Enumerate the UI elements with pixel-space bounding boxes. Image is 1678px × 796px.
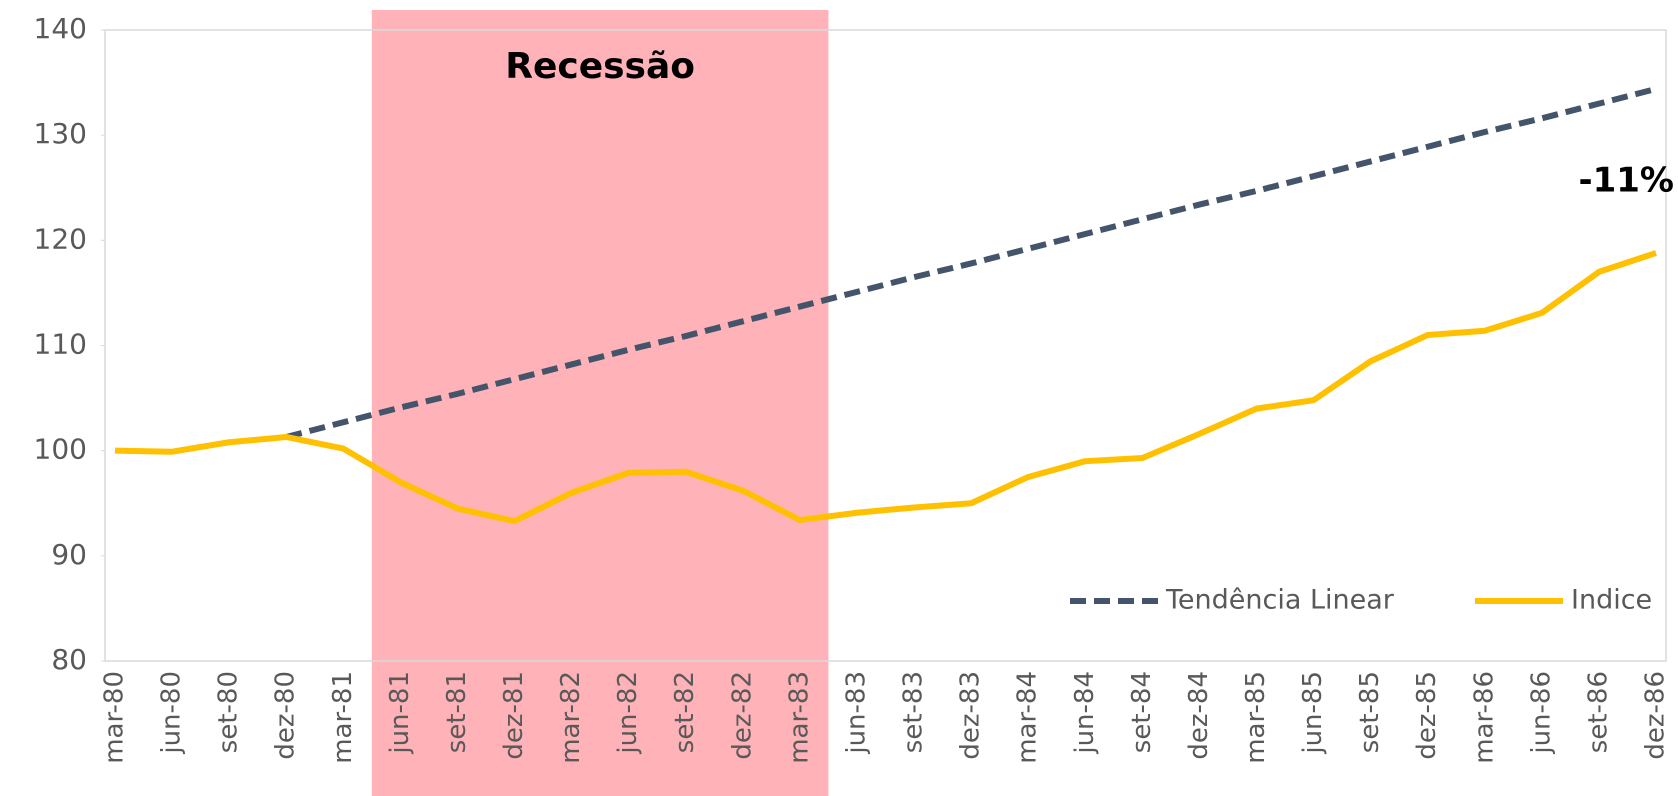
x-tick-label: jun-82 xyxy=(613,671,643,755)
x-tick-label: mar-85 xyxy=(1241,671,1271,764)
x-tick-label: set-82 xyxy=(670,671,700,753)
x-tick-label: jun-81 xyxy=(385,671,415,755)
x-tick-label: jun-80 xyxy=(157,671,187,755)
series-line xyxy=(285,85,1657,440)
x-tick-label: jun-84 xyxy=(1070,671,1100,755)
shaded-region xyxy=(371,10,829,796)
x-tick-label: mar-83 xyxy=(784,671,814,764)
annotation: -11% xyxy=(1579,161,1675,201)
x-tick-label: dez-86 xyxy=(1641,671,1671,760)
x-tick-label: dez-82 xyxy=(727,671,757,760)
x-tick-label: jun-86 xyxy=(1526,671,1556,755)
x-tick-label: jun-85 xyxy=(1298,671,1328,755)
x-tick-label: set-84 xyxy=(1127,671,1157,753)
y-tick-label: 80 xyxy=(51,643,87,676)
x-tick-label: set-80 xyxy=(214,671,244,753)
x-tick-label: set-83 xyxy=(899,671,929,753)
y-tick-label: 100 xyxy=(34,433,87,466)
x-tick-label: dez-80 xyxy=(271,671,301,760)
x-tick-label: mar-84 xyxy=(1013,671,1043,764)
plot-border xyxy=(104,29,1667,662)
x-tick-label: dez-83 xyxy=(956,671,986,760)
x-tick-label: dez-85 xyxy=(1412,671,1442,760)
x-tick-label: mar-82 xyxy=(556,671,586,764)
x-tick-label: mar-81 xyxy=(328,671,358,764)
x-tick-label: set-85 xyxy=(1355,671,1385,753)
legend-label: Tendência Linear xyxy=(1165,585,1395,616)
shaded-region-label: Recessão xyxy=(505,46,695,87)
y-tick-label: 120 xyxy=(34,222,87,255)
x-tick-label: set-81 xyxy=(442,671,472,753)
legend-label: Indice xyxy=(1571,585,1652,616)
y-tick-label: 110 xyxy=(34,328,87,361)
x-tick-label: set-86 xyxy=(1583,671,1613,753)
x-tick-label: dez-84 xyxy=(1184,671,1214,760)
y-tick-label: 130 xyxy=(34,117,87,150)
x-tick-label: mar-86 xyxy=(1469,671,1499,764)
x-tick-label: jun-83 xyxy=(841,671,871,755)
x-tick-label: mar-80 xyxy=(100,671,130,764)
y-tick-label: 140 xyxy=(34,12,87,45)
series-line xyxy=(114,250,1657,525)
x-tick-label: dez-81 xyxy=(499,671,529,760)
y-tick-label: 90 xyxy=(51,538,87,571)
